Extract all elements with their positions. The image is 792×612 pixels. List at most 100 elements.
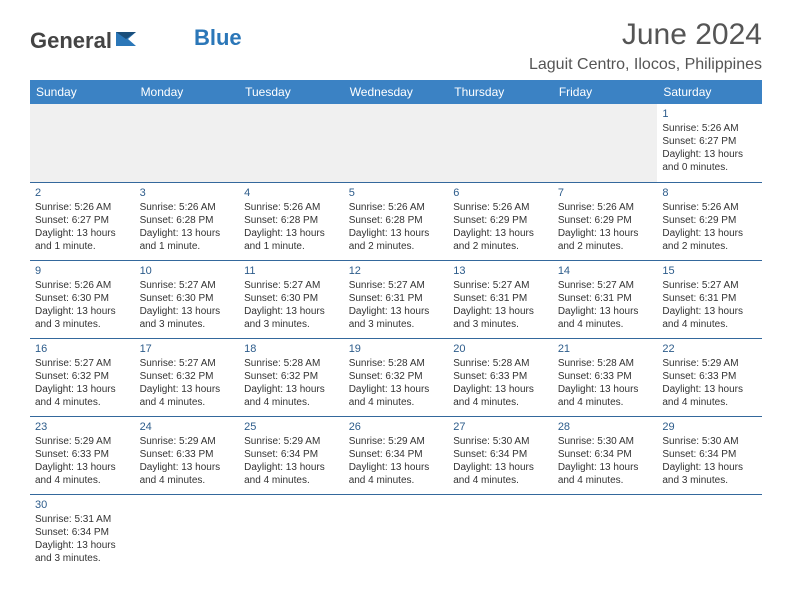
daylight-text: Daylight: 13 hours and 4 minutes. bbox=[35, 461, 130, 487]
calendar-cell: 17Sunrise: 5:27 AMSunset: 6:32 PMDayligh… bbox=[135, 338, 240, 416]
sunset-text: Sunset: 6:33 PM bbox=[35, 448, 130, 461]
calendar-row: 2Sunrise: 5:26 AMSunset: 6:27 PMDaylight… bbox=[30, 182, 762, 260]
calendar-cell: 5Sunrise: 5:26 AMSunset: 6:28 PMDaylight… bbox=[344, 182, 449, 260]
daylight-text: Daylight: 13 hours and 1 minute. bbox=[244, 227, 339, 253]
sunrise-text: Sunrise: 5:26 AM bbox=[35, 201, 130, 214]
day-number: 30 bbox=[35, 498, 130, 512]
sunset-text: Sunset: 6:32 PM bbox=[244, 370, 339, 383]
daylight-text: Daylight: 13 hours and 4 minutes. bbox=[453, 383, 548, 409]
sunset-text: Sunset: 6:33 PM bbox=[140, 448, 235, 461]
sunrise-text: Sunrise: 5:30 AM bbox=[558, 435, 653, 448]
sunset-text: Sunset: 6:34 PM bbox=[35, 526, 130, 539]
day-number: 9 bbox=[35, 264, 130, 278]
calendar-cell: 21Sunrise: 5:28 AMSunset: 6:33 PMDayligh… bbox=[553, 338, 658, 416]
day-number: 22 bbox=[662, 342, 757, 356]
daylight-text: Daylight: 13 hours and 3 minutes. bbox=[349, 305, 444, 331]
calendar-cell: 25Sunrise: 5:29 AMSunset: 6:34 PMDayligh… bbox=[239, 416, 344, 494]
day-number: 4 bbox=[244, 186, 339, 200]
sunrise-text: Sunrise: 5:27 AM bbox=[662, 279, 757, 292]
calendar-cell: 27Sunrise: 5:30 AMSunset: 6:34 PMDayligh… bbox=[448, 416, 553, 494]
daylight-text: Daylight: 13 hours and 4 minutes. bbox=[140, 383, 235, 409]
calendar-cell: 13Sunrise: 5:27 AMSunset: 6:31 PMDayligh… bbox=[448, 260, 553, 338]
day-number: 25 bbox=[244, 420, 339, 434]
calendar-cell: 30Sunrise: 5:31 AMSunset: 6:34 PMDayligh… bbox=[30, 494, 135, 572]
sunset-text: Sunset: 6:34 PM bbox=[662, 448, 757, 461]
logo-text-2: Blue bbox=[194, 25, 242, 51]
calendar-row: 1Sunrise: 5:26 AMSunset: 6:27 PMDaylight… bbox=[30, 104, 762, 182]
day-header: Friday bbox=[553, 80, 658, 104]
sunrise-text: Sunrise: 5:26 AM bbox=[662, 201, 757, 214]
calendar-row: 9Sunrise: 5:26 AMSunset: 6:30 PMDaylight… bbox=[30, 260, 762, 338]
day-number: 11 bbox=[244, 264, 339, 278]
sunset-text: Sunset: 6:32 PM bbox=[349, 370, 444, 383]
flag-icon bbox=[116, 28, 142, 54]
daylight-text: Daylight: 13 hours and 4 minutes. bbox=[662, 305, 757, 331]
calendar-cell: 7Sunrise: 5:26 AMSunset: 6:29 PMDaylight… bbox=[553, 182, 658, 260]
sunset-text: Sunset: 6:27 PM bbox=[662, 135, 757, 148]
calendar-cell: 4Sunrise: 5:26 AMSunset: 6:28 PMDaylight… bbox=[239, 182, 344, 260]
sunrise-text: Sunrise: 5:26 AM bbox=[244, 201, 339, 214]
daylight-text: Daylight: 13 hours and 4 minutes. bbox=[558, 461, 653, 487]
sunset-text: Sunset: 6:28 PM bbox=[140, 214, 235, 227]
calendar-cell: 3Sunrise: 5:26 AMSunset: 6:28 PMDaylight… bbox=[135, 182, 240, 260]
calendar-cell bbox=[239, 104, 344, 182]
sunset-text: Sunset: 6:30 PM bbox=[35, 292, 130, 305]
sunrise-text: Sunrise: 5:27 AM bbox=[140, 279, 235, 292]
calendar-cell bbox=[657, 494, 762, 572]
calendar-cell: 8Sunrise: 5:26 AMSunset: 6:29 PMDaylight… bbox=[657, 182, 762, 260]
calendar-cell bbox=[553, 104, 658, 182]
calendar-cell: 6Sunrise: 5:26 AMSunset: 6:29 PMDaylight… bbox=[448, 182, 553, 260]
day-number: 8 bbox=[662, 186, 757, 200]
sunrise-text: Sunrise: 5:28 AM bbox=[453, 357, 548, 370]
sunset-text: Sunset: 6:33 PM bbox=[558, 370, 653, 383]
day-number: 7 bbox=[558, 186, 653, 200]
sunset-text: Sunset: 6:29 PM bbox=[453, 214, 548, 227]
page-subtitle: Laguit Centro, Ilocos, Philippines bbox=[529, 56, 762, 74]
day-header: Thursday bbox=[448, 80, 553, 104]
sunset-text: Sunset: 6:34 PM bbox=[453, 448, 548, 461]
calendar-cell: 29Sunrise: 5:30 AMSunset: 6:34 PMDayligh… bbox=[657, 416, 762, 494]
sunset-text: Sunset: 6:32 PM bbox=[140, 370, 235, 383]
sunrise-text: Sunrise: 5:28 AM bbox=[349, 357, 444, 370]
page-title: June 2024 bbox=[529, 18, 762, 52]
calendar-cell: 11Sunrise: 5:27 AMSunset: 6:30 PMDayligh… bbox=[239, 260, 344, 338]
sunrise-text: Sunrise: 5:29 AM bbox=[35, 435, 130, 448]
calendar-cell: 1Sunrise: 5:26 AMSunset: 6:27 PMDaylight… bbox=[657, 104, 762, 182]
day-number: 26 bbox=[349, 420, 444, 434]
sunset-text: Sunset: 6:34 PM bbox=[244, 448, 339, 461]
calendar-table: SundayMondayTuesdayWednesdayThursdayFrid… bbox=[30, 80, 762, 572]
calendar-cell: 23Sunrise: 5:29 AMSunset: 6:33 PMDayligh… bbox=[30, 416, 135, 494]
day-number: 5 bbox=[349, 186, 444, 200]
daylight-text: Daylight: 13 hours and 3 minutes. bbox=[35, 305, 130, 331]
sunset-text: Sunset: 6:28 PM bbox=[244, 214, 339, 227]
calendar-cell: 24Sunrise: 5:29 AMSunset: 6:33 PMDayligh… bbox=[135, 416, 240, 494]
calendar-header-row: SundayMondayTuesdayWednesdayThursdayFrid… bbox=[30, 80, 762, 104]
sunset-text: Sunset: 6:33 PM bbox=[662, 370, 757, 383]
daylight-text: Daylight: 13 hours and 4 minutes. bbox=[244, 383, 339, 409]
day-header: Monday bbox=[135, 80, 240, 104]
daylight-text: Daylight: 13 hours and 4 minutes. bbox=[140, 461, 235, 487]
day-header: Tuesday bbox=[239, 80, 344, 104]
day-header: Saturday bbox=[657, 80, 762, 104]
sunset-text: Sunset: 6:30 PM bbox=[140, 292, 235, 305]
day-number: 13 bbox=[453, 264, 548, 278]
daylight-text: Daylight: 13 hours and 4 minutes. bbox=[558, 383, 653, 409]
sunrise-text: Sunrise: 5:28 AM bbox=[244, 357, 339, 370]
title-block: June 2024 Laguit Centro, Ilocos, Philipp… bbox=[529, 18, 762, 74]
day-number: 23 bbox=[35, 420, 130, 434]
logo: General Blue bbox=[30, 28, 242, 54]
sunrise-text: Sunrise: 5:27 AM bbox=[453, 279, 548, 292]
sunrise-text: Sunrise: 5:26 AM bbox=[140, 201, 235, 214]
calendar-cell bbox=[30, 104, 135, 182]
daylight-text: Daylight: 13 hours and 3 minutes. bbox=[662, 461, 757, 487]
calendar-cell: 26Sunrise: 5:29 AMSunset: 6:34 PMDayligh… bbox=[344, 416, 449, 494]
sunrise-text: Sunrise: 5:30 AM bbox=[453, 435, 548, 448]
sunrise-text: Sunrise: 5:29 AM bbox=[140, 435, 235, 448]
daylight-text: Daylight: 13 hours and 1 minute. bbox=[140, 227, 235, 253]
day-number: 17 bbox=[140, 342, 235, 356]
daylight-text: Daylight: 13 hours and 3 minutes. bbox=[244, 305, 339, 331]
daylight-text: Daylight: 13 hours and 3 minutes. bbox=[453, 305, 548, 331]
calendar-cell: 28Sunrise: 5:30 AMSunset: 6:34 PMDayligh… bbox=[553, 416, 658, 494]
day-header: Wednesday bbox=[344, 80, 449, 104]
sunrise-text: Sunrise: 5:29 AM bbox=[244, 435, 339, 448]
